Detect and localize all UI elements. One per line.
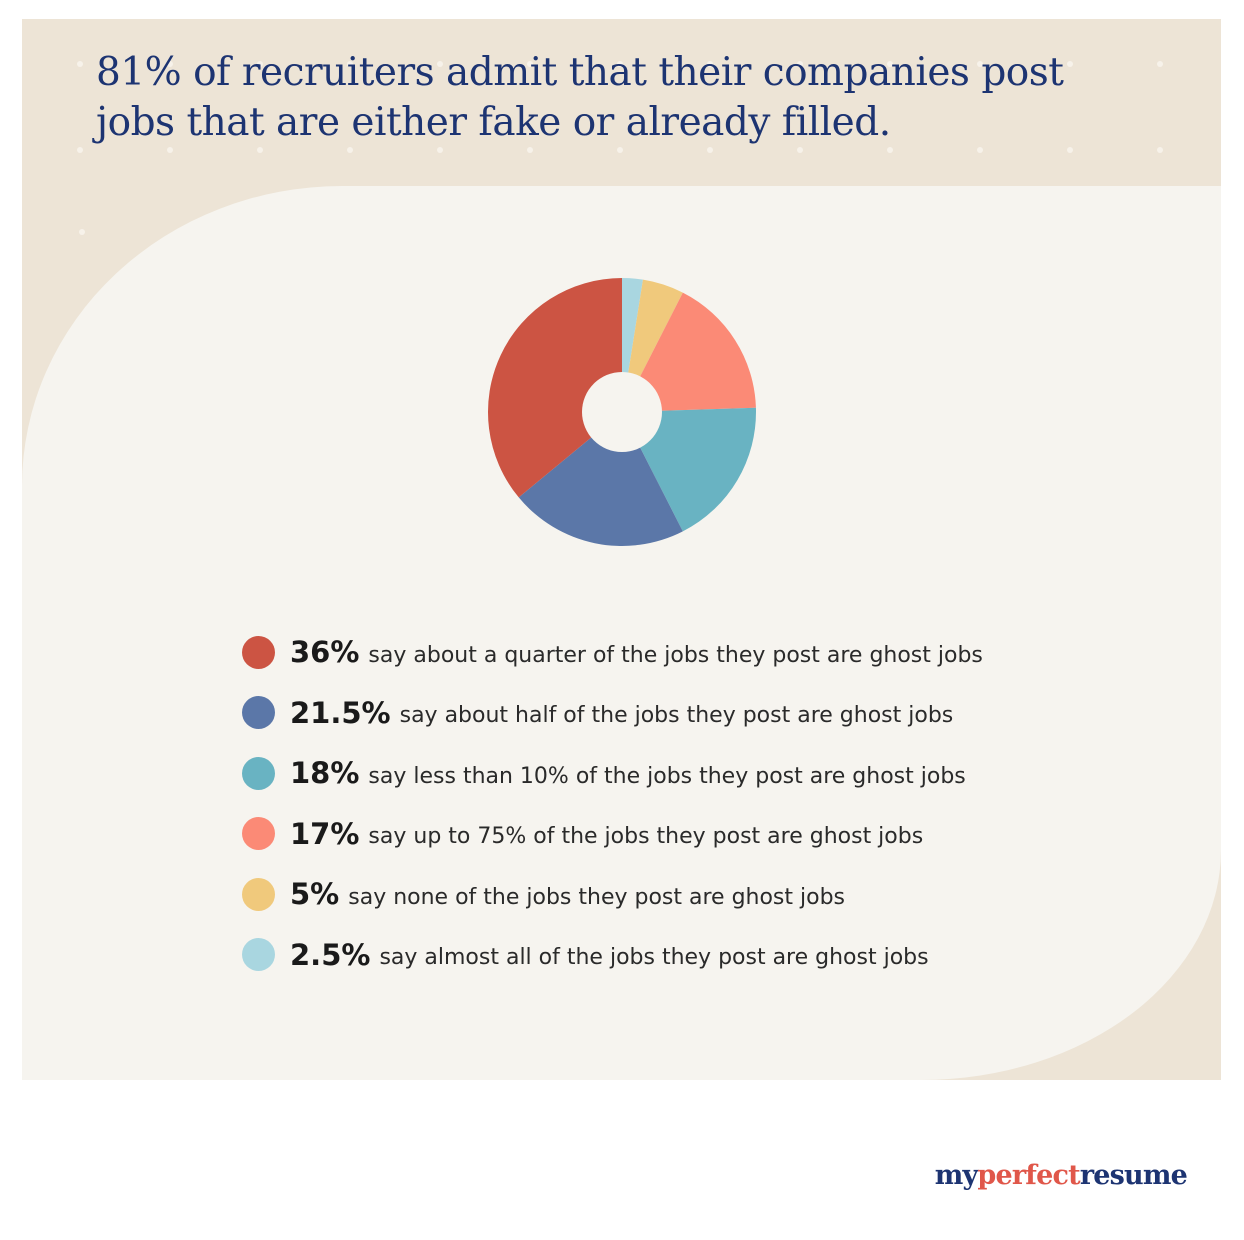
- decorative-dot: [77, 147, 83, 153]
- brand-logo-part: resume: [1079, 1160, 1188, 1191]
- decorative-dot: [527, 61, 533, 67]
- legend-percent: 17%: [290, 816, 360, 851]
- decorative-dot: [257, 61, 263, 67]
- brand-logo-part: my: [934, 1160, 978, 1191]
- decorative-dot: [1157, 61, 1163, 67]
- decorative-dot: [617, 61, 623, 67]
- legend-swatch: [242, 817, 275, 851]
- legend-description: say up to 75% of the jobs they post are …: [368, 824, 924, 850]
- legend-swatch: [242, 756, 275, 790]
- legend-description: say about a quarter of the jobs they pos…: [368, 642, 983, 668]
- legend-description: say none of the jobs they post are ghost…: [348, 884, 846, 910]
- decorative-dot: [347, 61, 353, 67]
- donut-chart: [488, 278, 756, 546]
- decorative-dot: [79, 229, 85, 235]
- decorative-dot: [617, 147, 623, 153]
- legend-swatch: [242, 877, 275, 911]
- pie-slice: [488, 278, 622, 498]
- decorative-dot: [977, 147, 983, 153]
- decorative-dot: [437, 147, 443, 153]
- legend-description: say about half of the jobs they post are…: [399, 703, 954, 729]
- legend-item: 36% say about a quarter of the jobs they…: [242, 622, 1142, 683]
- pie-slice: [518, 412, 683, 546]
- decorative-dot: [527, 147, 533, 153]
- legend-item: 17% say up to 75% of the jobs they post …: [242, 804, 1142, 865]
- pie-slice: [622, 407, 756, 532]
- decorative-dot: [797, 147, 803, 153]
- legend-swatch: [242, 635, 275, 669]
- decorative-dot: [977, 61, 983, 67]
- decorative-dot: [707, 61, 713, 67]
- legend-percent: 21.5%: [290, 695, 391, 730]
- legend-description: say almost all of the jobs they post are…: [379, 945, 929, 971]
- legend-percent: 5%: [290, 877, 340, 912]
- decorative-dot: [797, 61, 803, 67]
- decorative-dot: [167, 147, 173, 153]
- decorative-dot: [257, 147, 263, 153]
- legend-percent: 18%: [290, 756, 360, 791]
- decorative-dot: [707, 147, 713, 153]
- legend-description: say less than 10% of the jobs they post …: [368, 763, 966, 789]
- chart-legend: 36% say about a quarter of the jobs they…: [242, 622, 1142, 985]
- brand-logo-part: perfect: [977, 1160, 1080, 1191]
- legend-percent: 2.5%: [290, 937, 371, 972]
- decorative-dot: [887, 61, 893, 67]
- decorative-dot: [347, 147, 353, 153]
- legend-item: 2.5% say almost all of the jobs they pos…: [242, 925, 1142, 986]
- decorative-dot: [887, 147, 893, 153]
- decorative-dot: [77, 61, 83, 67]
- decorative-dot: [1157, 147, 1163, 153]
- page-title: 81% of recruiters admit that their compa…: [96, 50, 1064, 145]
- decorative-dot: [1067, 61, 1073, 67]
- donut-hole: [582, 372, 662, 452]
- decorative-dots: [22, 19, 1221, 249]
- brand-logo: myperfectresume: [934, 1160, 1188, 1191]
- legend-percent: 36%: [290, 635, 360, 670]
- decorative-dot: [1067, 147, 1073, 153]
- decorative-dot: [167, 61, 173, 67]
- legend-item: 18% say less than 10% of the jobs they p…: [242, 743, 1142, 804]
- decorative-dot: [437, 61, 443, 67]
- legend-item: 21.5% say about half of the jobs they po…: [242, 683, 1142, 744]
- legend-swatch: [242, 696, 275, 730]
- legend-item: 5% say none of the jobs they post are gh…: [242, 864, 1142, 925]
- pie-slice: [622, 292, 756, 412]
- legend-swatch: [242, 938, 275, 972]
